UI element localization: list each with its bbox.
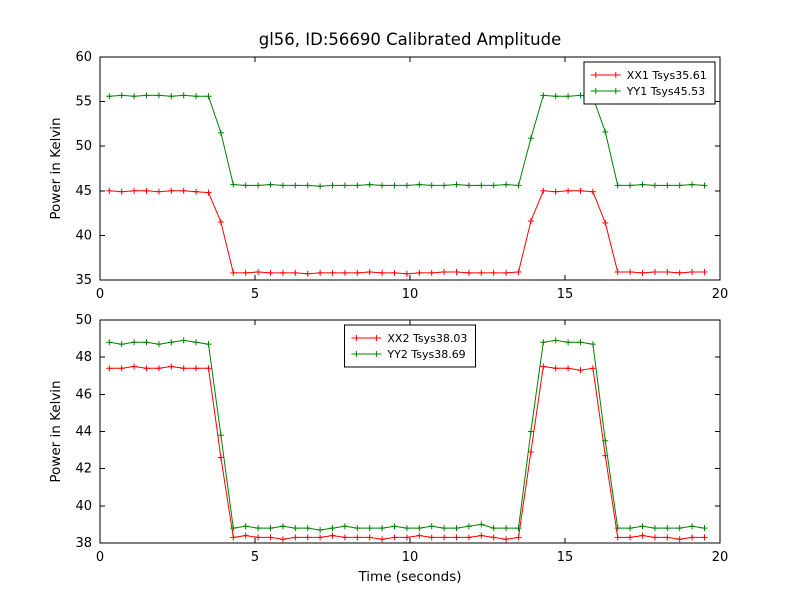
subplot-2: 0 5 10 15 20 38 40 42 44 46 48 50 Power in Kelvin Tim… — [48, 313, 728, 585]
chart-title: gl56, ID:56690 Calibrated Amplitude — [259, 30, 561, 49]
subplot-1: 0 5 10 15 20 35 40 45 50 55 60 Power in Kelvin gl56,… — [48, 30, 728, 302]
x-tick-label: 20 — [712, 287, 729, 302]
y-tick-label: 50 — [75, 139, 92, 154]
x-tick-label: 15 — [557, 287, 574, 302]
y-tick-label: 45 — [75, 184, 92, 199]
x-axis-label: Time (seconds) — [357, 569, 461, 585]
y-tick-label: 55 — [75, 95, 92, 110]
x-tick-label: 20 — [712, 550, 729, 565]
legend: XX1 Tsys35.61 YY1 Tsys45.53 — [583, 61, 716, 105]
series-line-yy1 — [109, 94, 705, 187]
y-axis-label: Power in Kelvin — [48, 380, 64, 482]
y-tick-label: 50 — [75, 313, 92, 328]
legend: XX2 Tsys38.03 YY2 Tsys38.69 — [343, 324, 477, 368]
y-axis-label: Power in Kelvin — [48, 117, 64, 219]
x-tick-label: 15 — [557, 550, 574, 565]
x-tick-label: 10 — [402, 550, 419, 565]
legend-label: YY2 Tsys38.69 — [386, 348, 465, 361]
x-tick-label: 0 — [96, 287, 104, 302]
x-tick-label: 5 — [251, 550, 259, 565]
legend-box — [583, 61, 716, 105]
series-markers-xx1 — [106, 187, 708, 277]
series-markers-xx2 — [106, 363, 708, 543]
y-tick-label: 46 — [75, 387, 92, 402]
series-markers-yy1 — [106, 92, 708, 190]
y-tick-label: 60 — [75, 50, 92, 65]
y-tick-label: 44 — [75, 425, 92, 440]
legend-label: XX2 Tsys38.03 — [387, 332, 467, 345]
y-tick-label: 40 — [75, 228, 92, 243]
series-markers-yy2 — [106, 337, 708, 533]
x-tick-label: 5 — [251, 287, 259, 302]
tick-marks — [99, 319, 721, 544]
x-tick-label: 0 — [96, 550, 104, 565]
y-tick-label: 38 — [75, 536, 92, 551]
legend-label: XX1 Tsys35.61 — [627, 69, 707, 82]
x-tick-label: 10 — [402, 287, 419, 302]
y-tick-label: 42 — [75, 462, 92, 477]
series-line-yy2 — [109, 339, 705, 531]
tick-marks — [99, 56, 721, 281]
series-line-xx1 — [109, 190, 705, 275]
legend-label: YY1 Tsys45.53 — [626, 85, 705, 98]
y-tick-label: 48 — [75, 350, 92, 365]
legend-box — [343, 324, 477, 368]
y-tick-label: 35 — [75, 273, 92, 288]
y-tick-label: 40 — [75, 499, 92, 514]
